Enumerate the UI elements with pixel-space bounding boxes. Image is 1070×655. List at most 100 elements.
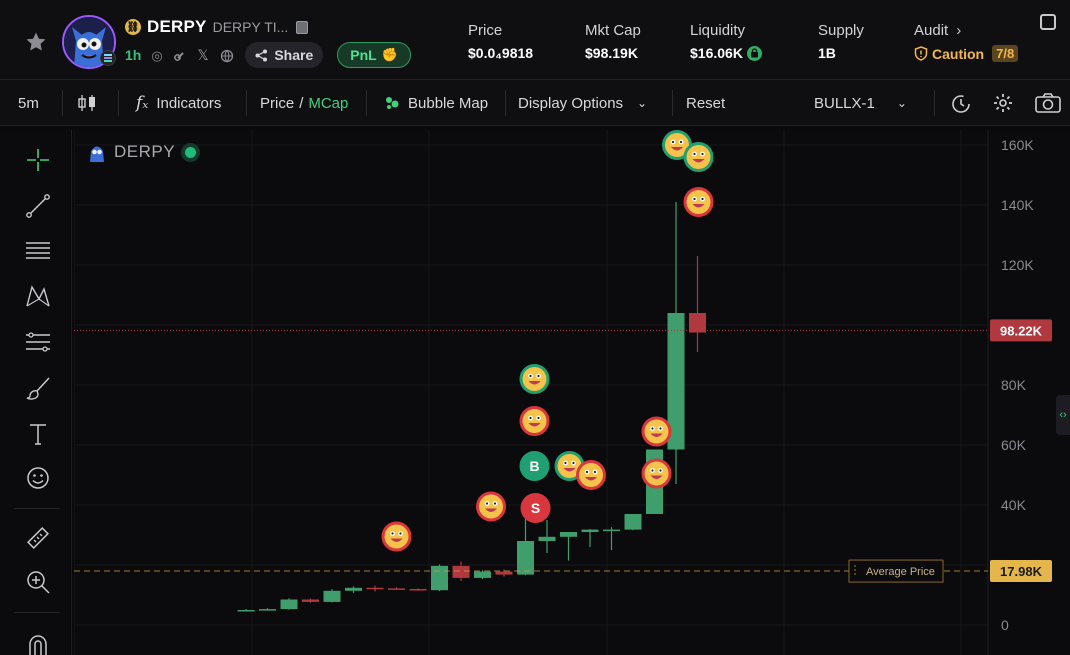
website-globe-icon[interactable] <box>220 49 234 62</box>
link-icon[interactable] <box>174 49 187 62</box>
chevron-down-icon: ⌄ <box>896 96 907 110</box>
replay-icon[interactable] <box>950 92 972 114</box>
copy-icon[interactable] <box>296 20 309 34</box>
magnet-icon[interactable] <box>24 630 52 655</box>
trade-marker-label: B <box>529 458 539 474</box>
candle-body[interactable] <box>280 599 298 610</box>
stat-price-label: Price <box>468 22 503 39</box>
candle-body[interactable] <box>517 541 534 575</box>
candle-body[interactable] <box>560 532 577 537</box>
candle-body[interactable] <box>474 571 491 578</box>
emoji-icon[interactable] <box>24 464 52 492</box>
price-mcap-toggle[interactable]: Price / MCap <box>260 80 348 126</box>
tool-divider <box>14 508 60 509</box>
marker-face-pupil <box>537 374 540 378</box>
candle-body[interactable] <box>452 565 470 578</box>
candle-body[interactable] <box>603 529 620 532</box>
settings-gear-icon[interactable] <box>992 92 1014 114</box>
stat-audit[interactable]: Audit › Caution 7/8 <box>914 22 1019 62</box>
toolbar-divider <box>246 90 247 116</box>
audit-status: Caution <box>932 45 985 62</box>
crosshair-icon[interactable] <box>24 146 52 174</box>
candle-body[interactable] <box>388 588 405 590</box>
candlestick-chart[interactable]: 160K140K120K100K80K60K40K20K0Average Pri… <box>74 130 1070 655</box>
live-status-dot <box>183 144 199 160</box>
price-chart[interactable]: 160K140K120K100K80K60K40K20K0Average Pri… <box>74 130 1070 655</box>
mcap-option[interactable]: MCap <box>308 94 349 112</box>
favorite-star-icon[interactable] <box>24 30 48 54</box>
candle-body[interactable] <box>495 571 513 575</box>
candle-body[interactable] <box>345 587 362 591</box>
source-label: BULLX-1 <box>814 94 875 112</box>
marker-face-mouth <box>485 508 497 512</box>
pump-icon[interactable]: ◎ <box>151 47 163 63</box>
share-icon <box>255 49 268 61</box>
token-avatar[interactable] <box>62 15 116 69</box>
text-tool-icon[interactable] <box>24 420 52 448</box>
marker-face-mouth <box>528 381 541 385</box>
interval-selector[interactable]: 5m <box>18 80 39 126</box>
marker-face-pupil <box>564 461 567 465</box>
candle-body[interactable] <box>323 590 341 602</box>
bubble-map-button[interactable]: Bubble Map <box>384 80 488 126</box>
marker-face-pupil <box>679 140 683 144</box>
share-label: Share <box>274 47 314 63</box>
stat-supply-label: Supply <box>818 22 864 39</box>
candle-body[interactable] <box>237 610 255 612</box>
price-option[interactable]: Price <box>260 94 295 112</box>
candle-body[interactable] <box>431 565 448 591</box>
horizontal-lines-icon[interactable] <box>24 236 52 264</box>
candle-body[interactable] <box>366 587 384 590</box>
source-dropdown[interactable]: BULLX-1 ⌄ <box>814 80 907 126</box>
interval-label: 5m <box>18 94 39 112</box>
candle-body[interactable] <box>538 536 556 541</box>
y-axis-tick-label: 80K <box>1001 377 1027 393</box>
trend-line-icon[interactable] <box>24 192 52 220</box>
y-axis-tick-label: 40K <box>1001 497 1027 513</box>
rock-hand-icon: ✊ <box>381 47 398 62</box>
candle-type-icon[interactable] <box>76 80 98 126</box>
trade-marker-inner <box>522 367 547 391</box>
function-icon: fₓ <box>136 93 149 113</box>
fib-retracement-icon[interactable] <box>24 328 52 356</box>
candle-body[interactable] <box>689 313 706 333</box>
stat-liquidity-label: Liquidity <box>690 22 746 39</box>
indicators-button[interactable]: fₓ Indicators <box>136 80 221 126</box>
marker-face-pupil <box>529 416 532 420</box>
trade-marker-inner <box>644 419 669 444</box>
pnl-label: PnL <box>350 47 377 63</box>
marker-face-mouth <box>528 423 541 427</box>
y-axis-tick-label: 140K <box>1001 197 1034 213</box>
stat-price-value: $0.0₄9818 <box>468 45 534 61</box>
toolbar-divider <box>505 90 506 116</box>
candle-body[interactable] <box>259 609 276 611</box>
marker-face-mouth <box>650 475 663 479</box>
maximize-icon[interactable] <box>1040 14 1056 30</box>
ruler-icon[interactable] <box>24 524 52 552</box>
candle-body[interactable] <box>409 589 427 591</box>
pnl-button[interactable]: PnL ✊ <box>337 42 411 68</box>
camera-icon[interactable] <box>1034 92 1062 114</box>
reset-button[interactable]: Reset <box>686 80 725 126</box>
current-price-value: 98.22K <box>1000 323 1043 338</box>
zoom-in-icon[interactable] <box>24 568 52 596</box>
stat-supply-value: 1B <box>818 45 836 61</box>
marker-face-mouth <box>585 477 597 481</box>
marker-face-pupil <box>593 470 597 474</box>
average-price-label: Average Price <box>866 566 935 578</box>
brush-icon[interactable] <box>24 374 52 402</box>
chart-legend: DERPY <box>88 142 199 162</box>
marker-face-pupil <box>493 502 497 505</box>
candle-body[interactable] <box>624 514 642 530</box>
average-price-axis-badge <box>990 560 1052 583</box>
pattern-tool-icon[interactable] <box>24 282 52 310</box>
candle-body[interactable] <box>302 599 319 602</box>
collapse-panel-icon[interactable]: ‹› <box>1056 395 1070 435</box>
share-button[interactable]: Share <box>245 42 324 68</box>
candle-body[interactable] <box>581 529 599 532</box>
display-options-dropdown[interactable]: Display Options ⌄ <box>518 80 647 126</box>
x-twitter-icon[interactable]: 𝕏 <box>197 46 209 63</box>
candle-body[interactable] <box>667 313 685 450</box>
audit-score: 7/8 <box>992 45 1019 62</box>
stat-audit-label: Audit <box>914 22 949 39</box>
